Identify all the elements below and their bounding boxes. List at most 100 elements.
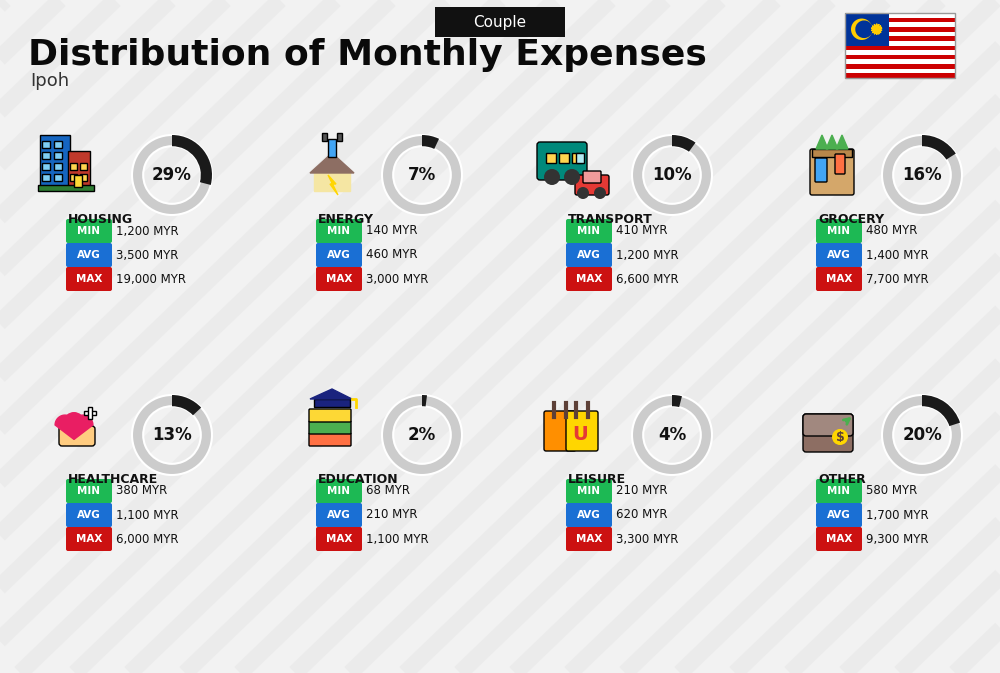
Circle shape [544,169,560,185]
FancyBboxPatch shape [583,171,601,183]
Text: U: U [572,425,588,444]
Circle shape [594,187,606,199]
FancyBboxPatch shape [314,399,350,407]
FancyBboxPatch shape [566,479,612,503]
Text: MIN: MIN [78,486,100,496]
Text: Ipoh: Ipoh [30,72,69,90]
Text: 10%: 10% [652,166,692,184]
Text: MIN: MIN [328,226,351,236]
FancyBboxPatch shape [54,152,62,159]
Text: 480 MYR: 480 MYR [866,225,917,238]
Text: 20%: 20% [902,426,942,444]
Polygon shape [871,24,882,35]
FancyBboxPatch shape [803,414,853,452]
Wedge shape [382,135,462,215]
FancyBboxPatch shape [845,46,955,50]
FancyBboxPatch shape [835,154,845,174]
FancyBboxPatch shape [575,175,609,195]
Wedge shape [132,395,212,475]
FancyBboxPatch shape [42,174,50,181]
Text: GROCERY: GROCERY [818,213,884,226]
Text: 7,700 MYR: 7,700 MYR [866,273,929,285]
Text: 1,400 MYR: 1,400 MYR [866,248,929,262]
Text: EDUCATION: EDUCATION [318,473,399,486]
Text: MAX: MAX [326,534,352,544]
FancyBboxPatch shape [845,41,955,46]
Wedge shape [922,135,956,160]
FancyBboxPatch shape [68,151,90,187]
Polygon shape [55,415,75,439]
Text: 380 MYR: 380 MYR [116,485,167,497]
Wedge shape [851,19,872,40]
Text: AVG: AVG [327,250,351,260]
Text: 620 MYR: 620 MYR [616,509,668,522]
FancyBboxPatch shape [812,149,852,157]
FancyBboxPatch shape [576,153,584,163]
Text: 2%: 2% [408,426,436,444]
Polygon shape [836,135,848,149]
Text: 29%: 29% [152,166,192,184]
FancyBboxPatch shape [70,163,77,170]
FancyBboxPatch shape [566,267,612,291]
Text: ENERGY: ENERGY [318,213,374,226]
Text: 1,700 MYR: 1,700 MYR [866,509,929,522]
Text: MIN: MIN [578,226,600,236]
FancyBboxPatch shape [845,32,955,36]
FancyBboxPatch shape [816,479,862,503]
FancyBboxPatch shape [309,421,351,434]
FancyBboxPatch shape [66,219,112,243]
Wedge shape [922,395,960,426]
FancyBboxPatch shape [316,527,362,551]
Text: 460 MYR: 460 MYR [366,248,418,262]
Text: AVG: AVG [577,250,601,260]
Text: MAX: MAX [826,274,852,284]
Text: 410 MYR: 410 MYR [616,225,668,238]
FancyBboxPatch shape [845,50,955,55]
FancyBboxPatch shape [309,433,351,446]
Text: 68 MYR: 68 MYR [366,485,410,497]
Wedge shape [382,395,462,475]
FancyBboxPatch shape [435,7,565,37]
Text: MAX: MAX [576,274,602,284]
FancyBboxPatch shape [328,139,336,157]
Text: MIN: MIN [78,226,100,236]
Polygon shape [816,135,828,149]
FancyBboxPatch shape [337,133,342,141]
FancyBboxPatch shape [572,153,582,163]
Text: MAX: MAX [326,274,352,284]
FancyBboxPatch shape [816,219,862,243]
FancyBboxPatch shape [845,69,955,73]
Text: 13%: 13% [152,426,192,444]
FancyBboxPatch shape [80,163,87,170]
FancyBboxPatch shape [566,411,598,451]
FancyBboxPatch shape [537,142,587,180]
FancyBboxPatch shape [816,527,862,551]
Text: 580 MYR: 580 MYR [866,485,917,497]
Circle shape [577,187,589,199]
FancyBboxPatch shape [322,133,327,141]
Wedge shape [632,135,712,215]
FancyBboxPatch shape [88,407,92,419]
Text: MAX: MAX [576,534,602,544]
FancyBboxPatch shape [845,27,955,32]
FancyBboxPatch shape [70,174,77,181]
Text: 9,300 MYR: 9,300 MYR [866,532,928,546]
Polygon shape [73,415,93,439]
Text: TRANSPORT: TRANSPORT [568,213,653,226]
Text: 19,000 MYR: 19,000 MYR [116,273,186,285]
Text: 3,500 MYR: 3,500 MYR [116,248,178,262]
FancyBboxPatch shape [84,411,96,415]
FancyBboxPatch shape [316,503,362,527]
Text: AVG: AVG [77,250,101,260]
FancyBboxPatch shape [544,411,576,451]
Text: AVG: AVG [327,510,351,520]
FancyBboxPatch shape [803,414,853,436]
Text: 1,100 MYR: 1,100 MYR [366,532,429,546]
FancyBboxPatch shape [42,141,50,148]
FancyBboxPatch shape [566,503,612,527]
Text: MIN: MIN [828,226,850,236]
Text: AVG: AVG [827,250,851,260]
FancyBboxPatch shape [54,163,62,170]
FancyBboxPatch shape [316,243,362,267]
Text: 6,000 MYR: 6,000 MYR [116,532,178,546]
